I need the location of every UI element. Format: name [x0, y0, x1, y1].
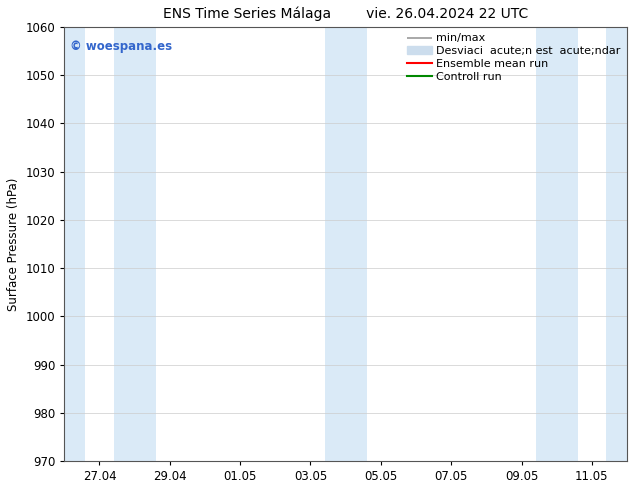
Bar: [536, 27, 578, 461]
Legend: min/max, Desviaci  acute;n est  acute;ndar, Ensemble mean run, Controll run: min/max, Desviaci acute;n est acute;ndar…: [404, 30, 624, 85]
Title: ENS Time Series Málaga        vie. 26.04.2024 22 UTC: ENS Time Series Málaga vie. 26.04.2024 2…: [163, 7, 528, 22]
Text: © woespana.es: © woespana.es: [70, 40, 172, 53]
Bar: [325, 27, 367, 461]
Bar: [64, 27, 86, 461]
Bar: [113, 27, 156, 461]
Y-axis label: Surface Pressure (hPa): Surface Pressure (hPa): [7, 177, 20, 311]
Bar: [606, 27, 627, 461]
